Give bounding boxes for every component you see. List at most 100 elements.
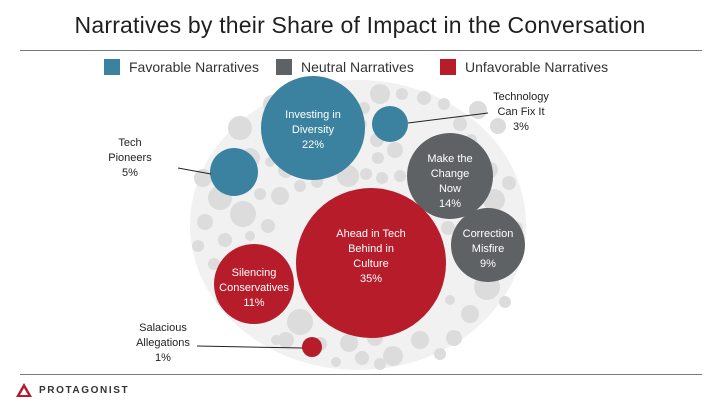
filler-bubble <box>446 330 462 346</box>
legend-label-favorable: Favorable Narratives <box>129 59 259 75</box>
legend-swatch-neutral <box>276 59 292 75</box>
legend-swatch-favorable <box>104 59 120 75</box>
bubble-salacious-allegations <box>302 337 322 357</box>
bubble-label-line: Silencing <box>232 267 277 279</box>
filler-bubble <box>469 101 487 119</box>
bubble-value-label: 5% <box>122 167 138 179</box>
bubble-make-the-change-now <box>407 133 493 219</box>
filler-bubble <box>261 219 275 233</box>
bubble-label-line: Misfire <box>472 243 504 255</box>
legend-item-unfavorable: Unfavorable Narratives <box>440 59 608 75</box>
legend-label-neutral: Neutral Narratives <box>301 59 414 75</box>
filler-bubble <box>374 358 386 370</box>
bubble-value-label: 14% <box>439 198 461 210</box>
bubble-label-line: Now <box>439 183 461 195</box>
bubble-label-line: Correction <box>463 228 514 240</box>
filler-bubble <box>294 180 306 192</box>
filler-bubble <box>461 305 479 323</box>
filler-bubble <box>192 240 204 252</box>
filler-bubble <box>218 233 232 247</box>
leader-line-technology-can-fix-it <box>407 112 489 124</box>
filler-bubble <box>445 295 455 305</box>
filler-bubble <box>197 214 213 230</box>
filler-bubble <box>372 152 384 164</box>
filler-bubble <box>271 187 289 205</box>
bubble-label-line: Technology <box>493 91 549 103</box>
bubble-label-line: Culture <box>353 258 388 270</box>
filler-bubble <box>490 118 506 134</box>
bubble-label-line: Allegations <box>136 337 190 349</box>
bubble-label-line: Change <box>431 168 470 180</box>
filler-bubble <box>383 346 403 366</box>
filler-bubble <box>271 335 281 345</box>
footer-divider <box>20 374 702 375</box>
filler-bubble <box>434 348 446 360</box>
bubble-correction-misfire <box>451 208 525 282</box>
bubble-label-line: Pioneers <box>108 152 152 164</box>
filler-bubble <box>387 142 403 158</box>
filler-bubble <box>499 296 511 308</box>
filler-bubble <box>453 117 467 131</box>
brand-name: PROTAGONIST <box>39 384 130 396</box>
leader-line-salacious-allegations <box>196 345 304 349</box>
title-divider <box>20 50 702 51</box>
protagonist-logo-icon <box>16 383 32 397</box>
filler-bubble <box>394 170 406 182</box>
filler-bubble <box>340 334 358 352</box>
bubble-label-line: Tech <box>118 137 141 149</box>
legend: Favorable Narratives Neutral Narratives … <box>0 59 720 77</box>
bubble-ahead-in-tech-behind-in-culture <box>296 188 446 338</box>
filler-bubble <box>355 351 369 365</box>
filler-bubble <box>441 221 455 235</box>
bubble-label-line: Diversity <box>292 124 335 136</box>
legend-item-favorable: Favorable Narratives <box>104 59 259 75</box>
brand-logo: PROTAGONIST <box>15 382 129 398</box>
bubble-value-label: 35% <box>360 273 382 285</box>
filler-bubble <box>254 188 266 200</box>
bubble-value-label: 1% <box>155 352 171 364</box>
bubble-label-silencing-conservatives: Silencing Conservatives 11% <box>219 267 289 309</box>
bubble-label-salacious-allegations: Salacious Allegations 1% <box>136 322 190 364</box>
bubble-value-label: 22% <box>302 139 324 151</box>
bubble-label-line: Make the <box>427 153 472 165</box>
filler-bubble <box>396 88 408 100</box>
bubble-label-line: Behind in <box>348 243 394 255</box>
bubble-label-line: Conservatives <box>219 282 289 294</box>
bubble-label-line: Salacious <box>139 322 187 334</box>
filler-bubble <box>370 84 390 104</box>
filler-bubble <box>376 172 388 184</box>
legend-item-neutral: Neutral Narratives <box>276 59 414 75</box>
filler-bubble <box>228 116 252 140</box>
bubble-label-investing-in-diversity: Investing in Diversity 22% <box>285 109 341 151</box>
filler-bubble <box>331 357 341 367</box>
bubble-label-tech-pioneers: Tech Pioneers 5% <box>108 137 152 179</box>
bubble-label-technology-can-fix-it: Technology Can Fix It 3% <box>493 91 549 133</box>
bubble-label-line: Investing in <box>285 109 341 121</box>
bubble-label-make-the-change-now: Make the Change Now 14% <box>427 153 472 210</box>
bubble-silencing-conservatives <box>214 244 294 324</box>
filler-bubble <box>360 168 372 180</box>
bubble-label-line: Can Fix It <box>497 106 544 118</box>
legend-swatch-unfavorable <box>440 59 456 75</box>
legend-label-unfavorable: Unfavorable Narratives <box>465 59 609 75</box>
filler-bubble <box>230 201 256 227</box>
bubble-investing-in-diversity <box>261 76 365 180</box>
bubble-value-label: 3% <box>513 121 529 133</box>
bubble-label-ahead-in-tech-behind-in-culture: Ahead in Tech Behind in Culture 35% <box>336 228 406 285</box>
bubble-label-line: Ahead in Tech <box>336 228 406 240</box>
bubble-value-label: 11% <box>243 297 264 309</box>
filler-bubble <box>245 231 255 241</box>
filler-bubble <box>438 98 450 110</box>
filler-bubble <box>278 332 294 348</box>
bubble-label-correction-misfire: Correction Misfire 9% <box>463 228 514 270</box>
chart-title: Narratives by their Share of Impact in t… <box>74 12 646 38</box>
filler-bubble <box>287 309 313 335</box>
filler-bubble <box>417 91 431 105</box>
bubble-tech-pioneers <box>210 148 258 196</box>
filler-bubble <box>502 176 516 190</box>
bubble-technology-can-fix-it <box>372 106 408 142</box>
bubble-value-label: 9% <box>480 258 496 270</box>
leader-line-tech-pioneers <box>177 167 212 175</box>
filler-bubble <box>208 258 220 270</box>
